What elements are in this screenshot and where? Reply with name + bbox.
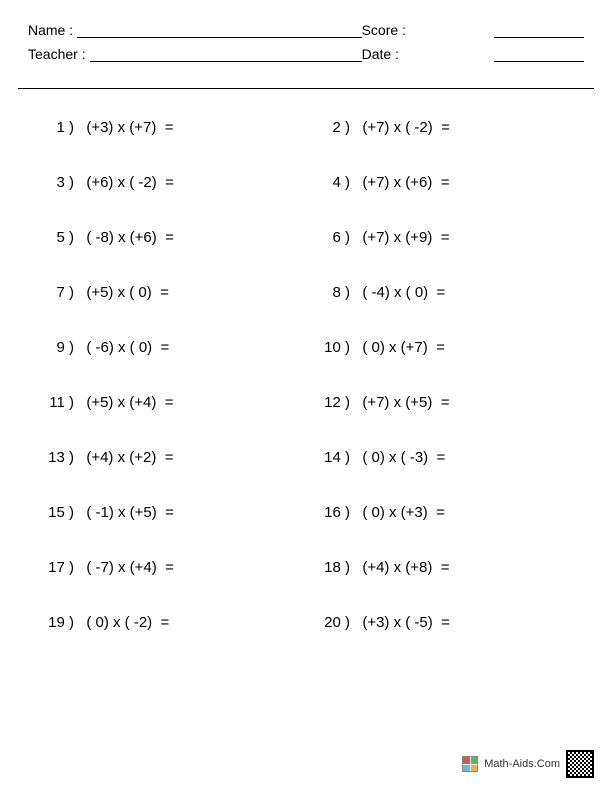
problem-number: 16 ) (316, 504, 350, 521)
problem-9: 9 ) ( -6) x ( 0) = (40, 339, 296, 356)
problem-19: 19 ) ( 0) x ( -2) = (40, 614, 296, 631)
problem-expression: ( -7) x (+4) = (78, 559, 174, 576)
score-blank[interactable] (494, 22, 584, 38)
problem-16: 16 ) ( 0) x (+3) = (316, 504, 572, 521)
problem-number: 4 ) (316, 174, 350, 191)
date-blank[interactable] (494, 46, 584, 62)
problem-number: 20 ) (316, 614, 350, 631)
problem-8: 8 ) ( -4) x ( 0) = (316, 284, 572, 301)
problem-expression: ( -6) x ( 0) = (78, 339, 169, 356)
problem-expression: ( 0) x (+7) = (354, 339, 445, 356)
problem-expression: ( 0) x ( -3) = (354, 449, 445, 466)
problem-18: 18 ) (+4) x (+8) = (316, 559, 572, 576)
problem-5: 5 ) ( -8) x (+6) = (40, 229, 296, 246)
problem-14: 14 ) ( 0) x ( -3) = (316, 449, 572, 466)
score-label: Score : (362, 22, 406, 38)
problem-expression: ( -1) x (+5) = (78, 504, 174, 521)
date-field: Date : (362, 46, 584, 62)
math-aids-logo-icon (462, 756, 478, 772)
problem-number: 6 ) (316, 229, 350, 246)
problem-expression: (+7) x (+5) = (354, 394, 449, 411)
problem-20: 20 ) (+3) x ( -5) = (316, 614, 572, 631)
problem-6: 6 ) (+7) x (+9) = (316, 229, 572, 246)
problem-expression: (+7) x ( -2) = (354, 119, 450, 136)
problem-number: 5 ) (40, 229, 74, 246)
problem-expression: ( 0) x (+3) = (354, 504, 445, 521)
name-blank[interactable] (77, 22, 361, 38)
footer-site-text: Math-Aids.Com (484, 758, 560, 770)
name-label: Name : (28, 22, 73, 38)
problem-7: 7 ) (+5) x ( 0) = (40, 284, 296, 301)
teacher-blank[interactable] (90, 46, 362, 62)
problem-number: 12 ) (316, 394, 350, 411)
header-row-1: Name : Score : (28, 22, 584, 38)
problem-number: 17 ) (40, 559, 74, 576)
problem-15: 15 ) ( -1) x (+5) = (40, 504, 296, 521)
problem-number: 10 ) (316, 339, 350, 356)
problem-expression: (+4) x (+8) = (354, 559, 449, 576)
score-field: Score : (362, 22, 584, 38)
problem-expression: ( -4) x ( 0) = (354, 284, 445, 301)
problem-expression: (+5) x ( 0) = (78, 284, 169, 301)
problem-12: 12 ) (+7) x (+5) = (316, 394, 572, 411)
problem-number: 18 ) (316, 559, 350, 576)
problem-number: 13 ) (40, 449, 74, 466)
problem-number: 19 ) (40, 614, 74, 631)
problem-number: 14 ) (316, 449, 350, 466)
problem-expression: (+3) x (+7) = (78, 119, 173, 136)
problem-expression: ( 0) x ( -2) = (78, 614, 169, 631)
problem-number: 3 ) (40, 174, 74, 191)
problem-number: 9 ) (40, 339, 74, 356)
problem-2: 2 ) (+7) x ( -2) = (316, 119, 572, 136)
problem-number: 2 ) (316, 119, 350, 136)
problem-13: 13 ) (+4) x (+2) = (40, 449, 296, 466)
problem-expression: (+7) x (+9) = (354, 229, 449, 246)
problems-grid: 1 ) (+3) x (+7) = 2 ) (+7) x ( -2) = 3 )… (0, 89, 612, 631)
problem-expression: (+4) x (+2) = (78, 449, 173, 466)
name-field: Name : (28, 22, 362, 38)
problem-number: 1 ) (40, 119, 74, 136)
problem-number: 11 ) (40, 394, 74, 411)
problem-3: 3 ) (+6) x ( -2) = (40, 174, 296, 191)
problem-4: 4 ) (+7) x (+6) = (316, 174, 572, 191)
teacher-label: Teacher : (28, 46, 86, 62)
problem-11: 11 ) (+5) x (+4) = (40, 394, 296, 411)
date-label: Date : (362, 46, 399, 62)
problem-number: 8 ) (316, 284, 350, 301)
teacher-field: Teacher : (28, 46, 362, 62)
problem-expression: (+3) x ( -5) = (354, 614, 450, 631)
problem-number: 7 ) (40, 284, 74, 301)
page-footer: Math-Aids.Com (462, 750, 594, 778)
problem-number: 15 ) (40, 504, 74, 521)
problem-10: 10 ) ( 0) x (+7) = (316, 339, 572, 356)
qr-code-icon (566, 750, 594, 778)
worksheet-header: Name : Score : Teacher : Date : (0, 0, 612, 80)
problem-1: 1 ) (+3) x (+7) = (40, 119, 296, 136)
header-row-2: Teacher : Date : (28, 46, 584, 62)
problem-17: 17 ) ( -7) x (+4) = (40, 559, 296, 576)
problem-expression: (+6) x ( -2) = (78, 174, 174, 191)
problem-expression: (+5) x (+4) = (78, 394, 173, 411)
problem-expression: (+7) x (+6) = (354, 174, 449, 191)
problem-expression: ( -8) x (+6) = (78, 229, 174, 246)
